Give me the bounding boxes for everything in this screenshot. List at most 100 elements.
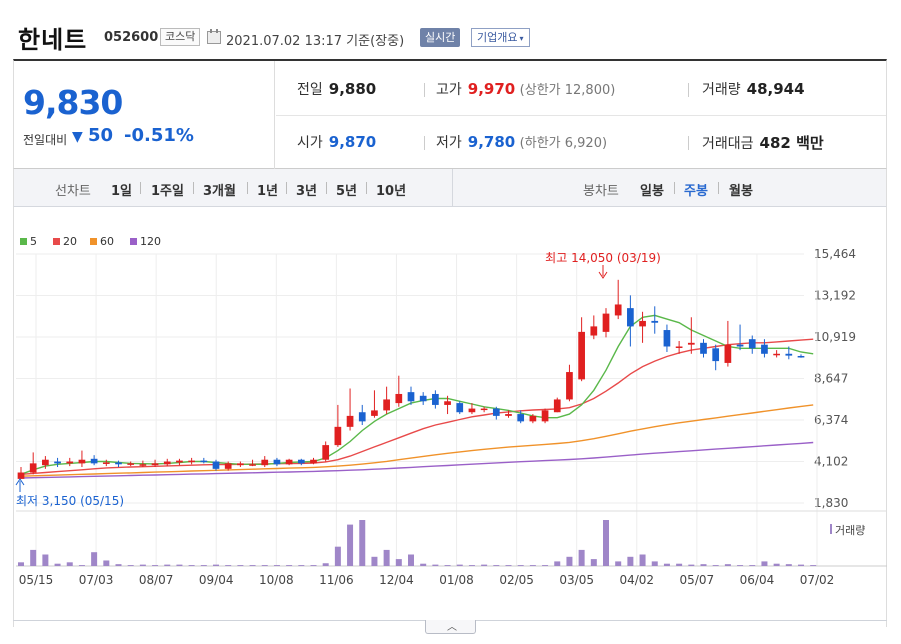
volume: 거래량 48,944 — [702, 79, 805, 99]
high-value: 9,970 — [467, 80, 516, 98]
legend-swatch — [20, 238, 27, 245]
legend-swatch — [130, 238, 137, 245]
day-high: 고가 9,970 (상한가 12,800) — [436, 79, 615, 99]
volume-bar — [481, 564, 488, 566]
prev-close-value: 9,880 — [328, 80, 377, 98]
candle-body — [90, 458, 98, 464]
volume-bar — [237, 565, 244, 566]
separator — [247, 182, 248, 194]
volume-bar — [103, 560, 110, 566]
candle-body — [480, 408, 488, 411]
group-divider — [452, 169, 453, 206]
volume-bar — [359, 520, 366, 566]
candle-body — [773, 353, 780, 356]
candle-body — [395, 393, 403, 404]
day-low: 저가 9,780 (하한가 6,920) — [436, 132, 607, 152]
x-tick-label: 01/08 — [439, 573, 474, 587]
candle-body — [687, 342, 695, 345]
volume-bar — [273, 565, 280, 566]
candle-body — [614, 304, 622, 316]
x-tick-label: 07/03 — [79, 573, 114, 587]
separator — [424, 136, 425, 150]
candle-body — [78, 459, 86, 464]
volume-bar — [468, 565, 475, 566]
diff-label: 전일대비 — [23, 133, 68, 147]
volume-bar — [724, 564, 731, 566]
candle-body — [651, 320, 659, 323]
y-tick-label: 15,464 — [814, 247, 856, 261]
ma20-line — [20, 338, 814, 475]
stock-name: 한네트 — [18, 26, 88, 54]
candle-body — [261, 459, 269, 466]
low-label: 저가 — [436, 135, 462, 151]
open-label: 시가 — [297, 135, 323, 151]
volume-bar — [18, 562, 24, 566]
candle-body — [163, 461, 171, 465]
candle-body — [566, 372, 573, 400]
candle-body — [285, 459, 293, 465]
low-annotation: 최저 3,150 (05/15) — [16, 494, 124, 508]
candle-body — [127, 463, 135, 465]
x-tick-label: 09/04 — [199, 573, 234, 587]
candle-body — [578, 331, 585, 380]
volume-bar — [737, 565, 744, 566]
candle-body — [176, 460, 183, 463]
trade-amount: 거래대금 482 백만 — [702, 132, 824, 153]
candle-body — [273, 459, 281, 465]
volume-bar — [627, 556, 634, 566]
volume-bar — [676, 563, 683, 566]
prev-close-label: 전일 — [297, 82, 323, 98]
candle-monthly[interactable]: 월봉 — [729, 184, 753, 199]
lower-limit: (하한가 6,920) — [519, 136, 608, 151]
volume-bar — [371, 556, 378, 566]
separator — [366, 182, 367, 194]
candle-body — [29, 463, 37, 473]
market-badge: 코스닥 — [160, 28, 201, 46]
period-1y[interactable]: 1년 — [257, 184, 279, 199]
separator — [688, 136, 689, 150]
volume-bar — [408, 554, 414, 566]
volume-bar — [91, 552, 98, 566]
legend-ma5-label: 5 — [30, 235, 37, 248]
candle-body — [590, 326, 598, 336]
separator — [140, 182, 141, 194]
candle-body — [334, 426, 342, 446]
separator — [674, 182, 675, 194]
high-label: 고가 — [436, 82, 462, 98]
period-5y[interactable]: 5년 — [336, 184, 358, 199]
candle-daily[interactable]: 일봉 — [640, 184, 664, 199]
candle-body — [444, 401, 451, 405]
period-10y[interactable]: 10년 — [376, 184, 407, 199]
volume-bar — [810, 565, 817, 566]
volume-bar — [188, 565, 195, 566]
collapse-chart-button[interactable]: ︿ — [425, 620, 476, 634]
candle-body — [712, 348, 720, 362]
candle-body — [663, 330, 671, 347]
prev-close: 전일 9,880 — [297, 79, 376, 99]
realtime-button[interactable]: 실시간 — [420, 28, 461, 47]
x-tick-label: 03/05 — [559, 573, 594, 587]
legend-ma120: 120 — [130, 235, 161, 248]
legend-ma60: 60 — [90, 235, 114, 248]
candle-body — [346, 415, 354, 427]
volume-bar — [444, 565, 451, 566]
volume-bar — [798, 564, 804, 566]
low-arrow-head — [15, 478, 25, 486]
period-1d[interactable]: 1일 — [111, 184, 133, 199]
open-value: 9,870 — [328, 133, 377, 151]
ma60-line — [20, 404, 814, 477]
company-overview-button[interactable]: 기업개요 ▾ — [471, 28, 530, 47]
quote-summary: 9,830 전일대비 ▼ 50 -0.51% 전일 9,880 고가 9,970 (… — [13, 59, 887, 169]
volume-bar — [529, 565, 536, 566]
x-tick-label: 11/06 — [319, 573, 354, 587]
period-3y[interactable]: 3년 — [296, 184, 318, 199]
separator — [718, 182, 719, 194]
volume-bar — [590, 559, 597, 566]
period-3m[interactable]: 3개월 — [203, 184, 236, 199]
candle-body — [748, 339, 756, 349]
x-tick-label: 02/05 — [499, 573, 534, 587]
y-tick-label: 13,192 — [814, 289, 856, 303]
period-1w[interactable]: 1주일 — [151, 184, 184, 199]
candle-weekly[interactable]: 주봉 — [684, 184, 708, 199]
